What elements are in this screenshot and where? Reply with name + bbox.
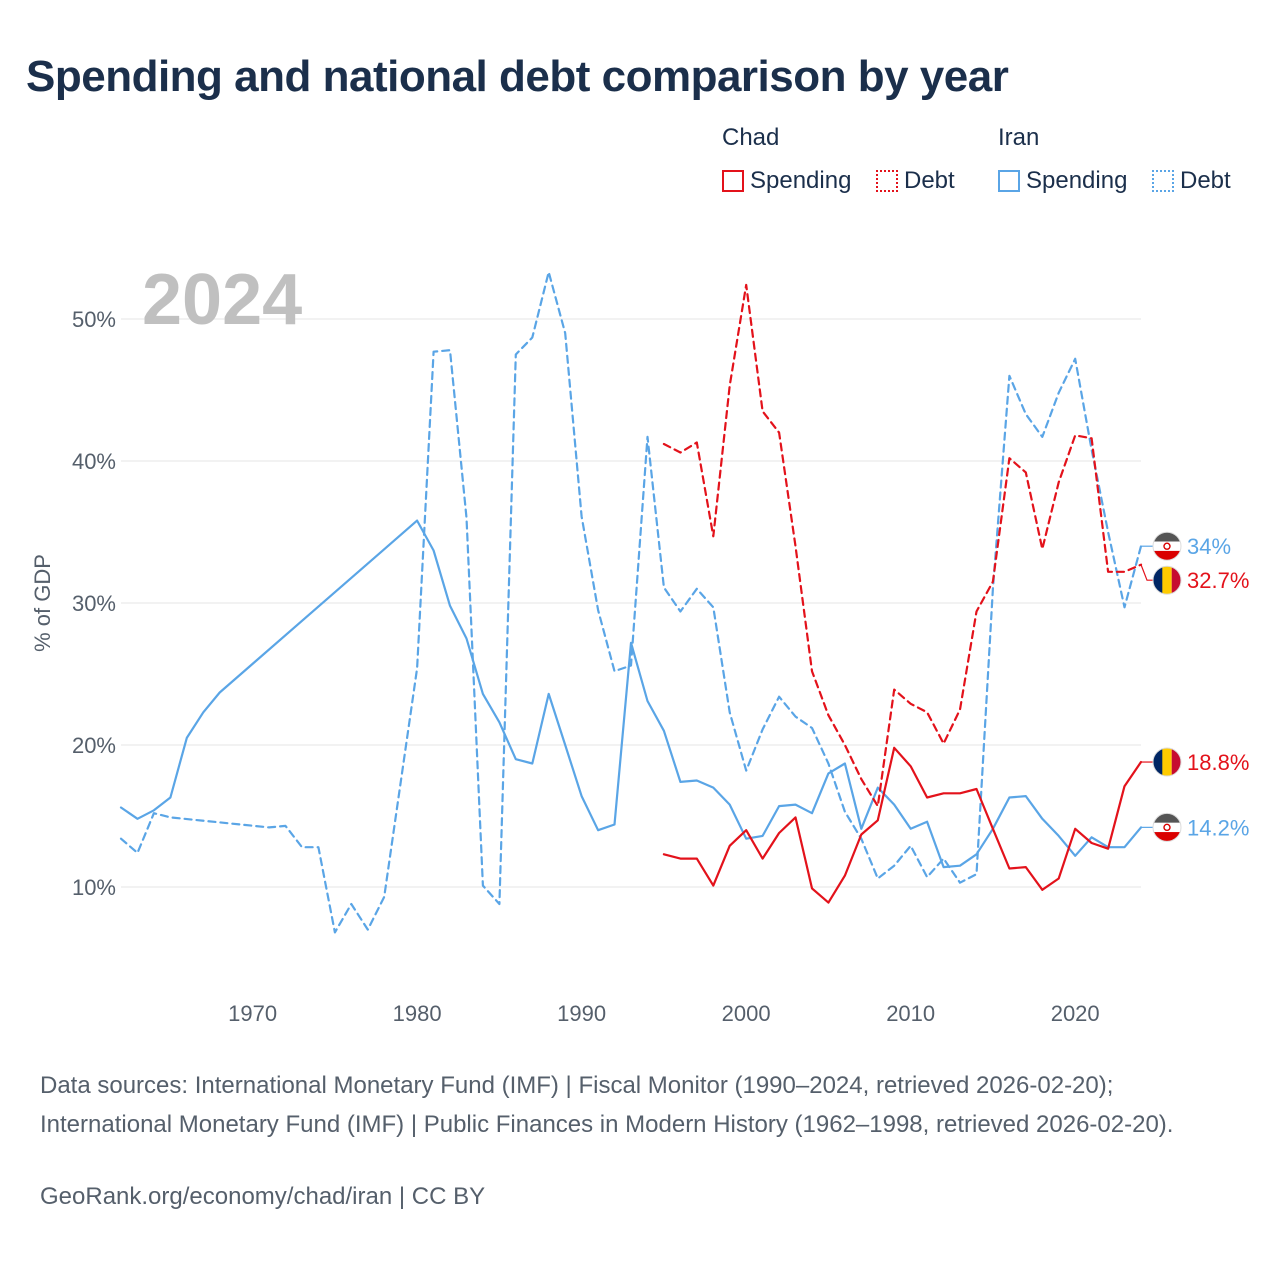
series-line-iran-debt[interactable] <box>119 271 1143 934</box>
series-line-iran-spending[interactable] <box>119 519 1143 869</box>
legend-swatch-iran-debt <box>1152 170 1174 192</box>
x-tick-label: 2020 <box>1051 1001 1100 1026</box>
y-tick-label: 10% <box>72 875 116 900</box>
y-tick-label: 50% <box>72 307 116 332</box>
year-watermark: 2024 <box>142 260 302 340</box>
chad-flag-icon <box>1152 747 1182 777</box>
x-tick-label: 1970 <box>228 1001 277 1026</box>
y-tick-label: 20% <box>72 733 116 758</box>
data-sources: Data sources: International Monetary Fun… <box>40 1072 1174 1138</box>
y-axis-label: % of GDP <box>30 554 55 652</box>
end-labels: 34% 32.7% 18.8% 14.2% <box>1140 531 1249 842</box>
legend-item-iran-debt[interactable]: Debt <box>1152 166 1231 196</box>
legend-country-chad: Chad <box>722 124 780 151</box>
x-tick-label: 1980 <box>393 1001 442 1026</box>
legend-item-chad-debt[interactable]: Debt <box>876 166 955 196</box>
end-value-label: 32.7% <box>1187 568 1249 593</box>
x-axis-ticks: 1970 1980 1990 2000 2010 2020 <box>228 1001 1100 1026</box>
line-chart: 2024 10% 20% 30% 40% 50% 1970 1980 1990 2000 201… <box>30 260 1249 1026</box>
x-tick-label: 2010 <box>886 1001 935 1026</box>
legend-swatch-chad-spending <box>722 170 744 192</box>
end-connector <box>1140 564 1153 581</box>
series-line-chad-debt[interactable] <box>662 283 1143 808</box>
credit-link[interactable]: GeoRank.org/economy/chad/iran | CC BY <box>40 1183 486 1210</box>
y-tick-label: 30% <box>72 591 116 616</box>
y-tick-label: 40% <box>72 449 116 474</box>
legend-item-iran-spending[interactable]: Spending <box>998 166 1127 196</box>
series-line-chad-spending[interactable] <box>662 746 1143 904</box>
chad-flag-icon <box>1152 565 1182 595</box>
chart-title: Spending and national debt comparison by… <box>26 52 1009 101</box>
legend-swatch-iran-spending <box>998 170 1020 192</box>
x-tick-label: 2000 <box>722 1001 771 1026</box>
legend-swatch-chad-debt <box>876 170 898 192</box>
legend-label-chad-spending: Spending <box>750 167 852 194</box>
legend-label-chad-debt: Debt <box>904 167 955 194</box>
gridlines <box>121 318 1141 888</box>
legend-country-iran: Iran <box>998 124 1040 151</box>
y-axis-ticks: 10% 20% 30% 40% 50% <box>72 307 116 900</box>
series-lines <box>119 271 1143 934</box>
iran-flag-icon <box>1152 812 1182 842</box>
iran-flag-icon <box>1152 531 1182 561</box>
end-value-label: 18.8% <box>1187 750 1249 775</box>
end-value-label: 14.2% <box>1187 815 1249 840</box>
x-tick-label: 1990 <box>557 1001 606 1026</box>
legend-label-iran-spending: Spending <box>1026 167 1128 194</box>
legend-item-chad-spending[interactable]: Spending <box>722 166 851 196</box>
legend-label-iran-debt: Debt <box>1180 167 1231 194</box>
end-value-label: 34% <box>1187 534 1231 559</box>
